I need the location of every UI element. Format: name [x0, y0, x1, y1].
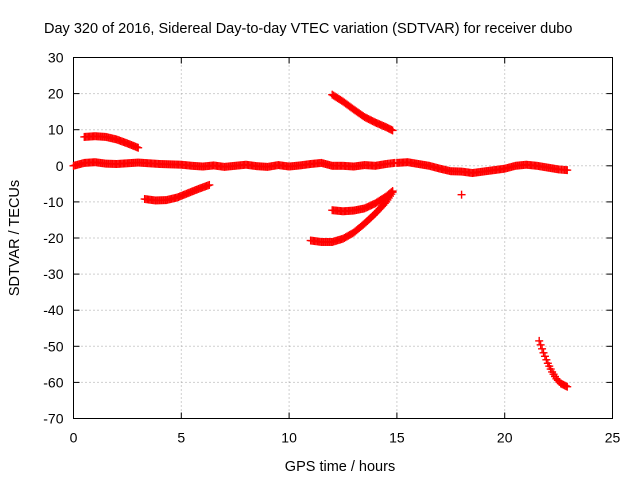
- data-point: [387, 190, 396, 199]
- x-tick-label: 5: [177, 430, 185, 446]
- data-point: [563, 382, 572, 391]
- y-tick-label: 30: [48, 50, 64, 66]
- y-tick-label: -20: [43, 230, 63, 246]
- data-point: [388, 126, 397, 135]
- data-point: [540, 352, 549, 361]
- y-tick-label: -50: [43, 338, 63, 354]
- y-tick-label: -10: [43, 194, 63, 210]
- data-point: [457, 190, 466, 199]
- data-points: [69, 90, 572, 391]
- data-point: [205, 180, 214, 189]
- data-point: [134, 143, 143, 152]
- x-tick-label: 0: [70, 430, 78, 446]
- data-point: [542, 355, 551, 364]
- y-tick-label: -60: [43, 374, 63, 390]
- x-tick-label: 15: [389, 430, 405, 446]
- chart-title: Day 320 of 2016, Sidereal Day-to-day VTE…: [44, 21, 572, 37]
- y-tick-label: -70: [43, 411, 63, 427]
- axis-ticks: 0 5 10 15 20 25 30 20 10 0 -10 -20 -30 -40 -50 -60 -70: [43, 50, 620, 446]
- data-point: [538, 344, 547, 353]
- x-tick-label: 25: [605, 430, 621, 446]
- y-tick-label: 10: [48, 122, 64, 138]
- x-tick-label: 10: [281, 430, 297, 446]
- x-tick-label: 20: [497, 430, 513, 446]
- x-axis-label: GPS time / hours: [285, 459, 395, 475]
- data-point: [536, 340, 545, 349]
- y-tick-label: -40: [43, 302, 63, 318]
- data-point: [539, 348, 548, 357]
- data-point: [563, 166, 572, 175]
- y-tick-label: 0: [56, 158, 64, 174]
- grid: [73, 57, 613, 419]
- data-point: [388, 188, 397, 197]
- y-tick-label: -30: [43, 266, 63, 282]
- y-axis-label: SDTVAR / TECUs: [7, 180, 23, 296]
- y-tick-label: 20: [48, 86, 64, 102]
- data-point: [535, 336, 544, 345]
